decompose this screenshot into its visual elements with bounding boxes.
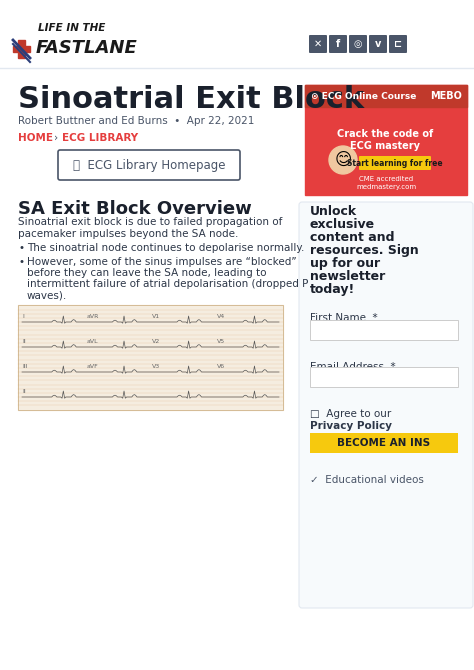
Text: newsletter: newsletter — [310, 270, 385, 283]
FancyBboxPatch shape — [389, 35, 407, 53]
Text: II: II — [22, 339, 26, 344]
Text: aVF: aVF — [87, 364, 99, 369]
Text: II: II — [22, 389, 26, 394]
Text: Privacy Policy: Privacy Policy — [310, 421, 392, 431]
Text: •: • — [18, 257, 24, 267]
Text: □  Agree to our: □ Agree to our — [310, 409, 391, 419]
Text: The sinoatrial node continues to depolarise normally.: The sinoatrial node continues to depolar… — [27, 243, 304, 253]
Text: ⊙ ECG Online Course: ⊙ ECG Online Course — [311, 92, 416, 100]
Text: Sinoatrial Exit Block: Sinoatrial Exit Block — [18, 85, 364, 114]
Text: ✓  Educational videos: ✓ Educational videos — [310, 475, 424, 485]
Bar — [305, 85, 467, 195]
Text: v: v — [375, 39, 381, 49]
Bar — [310, 320, 458, 340]
Text: ECG LIBRARY: ECG LIBRARY — [62, 133, 138, 143]
Text: V2: V2 — [152, 339, 160, 344]
Text: Start learning for free: Start learning for free — [347, 159, 443, 168]
Text: LIFE IN THE: LIFE IN THE — [38, 23, 105, 33]
Text: 😊: 😊 — [334, 151, 352, 169]
FancyBboxPatch shape — [58, 150, 240, 180]
Text: III: III — [22, 364, 27, 369]
Text: Robert Buttner and Ed Burns  •  Apr 22, 2021: Robert Buttner and Ed Burns • Apr 22, 20… — [18, 116, 255, 126]
FancyBboxPatch shape — [309, 35, 327, 53]
Bar — [13, 46, 30, 52]
Text: ◎: ◎ — [354, 39, 362, 49]
Text: •: • — [18, 243, 24, 253]
Bar — [0, 0, 474, 68]
Bar — [305, 85, 467, 107]
Text: Unlock: Unlock — [310, 205, 357, 218]
Text: V1: V1 — [152, 314, 160, 319]
Bar — [310, 433, 458, 453]
Text: f: f — [336, 39, 340, 49]
Text: resources. Sign: resources. Sign — [310, 244, 419, 257]
Text: SA Exit Block Overview: SA Exit Block Overview — [18, 200, 252, 218]
FancyBboxPatch shape — [369, 35, 387, 53]
Text: waves).: waves). — [27, 290, 67, 300]
Text: V6: V6 — [217, 364, 225, 369]
Text: ✕: ✕ — [314, 39, 322, 49]
Text: pacemaker impulses beyond the SA node.: pacemaker impulses beyond the SA node. — [18, 229, 238, 239]
Text: content and: content and — [310, 231, 394, 244]
Text: ⊏: ⊏ — [394, 39, 402, 49]
Text: aVL: aVL — [87, 339, 99, 344]
Text: Email Address  *: Email Address * — [310, 362, 396, 372]
FancyBboxPatch shape — [329, 35, 347, 53]
Bar — [310, 367, 458, 387]
Text: V5: V5 — [217, 339, 225, 344]
Text: HOME: HOME — [18, 133, 53, 143]
Text: However, some of the sinus impulses are “blocked”: However, some of the sinus impulses are … — [27, 257, 297, 267]
Bar — [18, 40, 25, 58]
Text: BECOME AN INS: BECOME AN INS — [337, 438, 430, 448]
Text: up for our: up for our — [310, 257, 380, 270]
Text: Ⓒ  ECG Library Homepage: Ⓒ ECG Library Homepage — [73, 159, 225, 172]
Text: Crack the code of
ECG mastery: Crack the code of ECG mastery — [337, 129, 433, 151]
Text: today!: today! — [310, 283, 355, 296]
Text: V4: V4 — [217, 314, 225, 319]
Text: intermittent failure of atrial depolarisation (dropped P: intermittent failure of atrial depolaris… — [27, 279, 309, 289]
FancyBboxPatch shape — [299, 202, 473, 608]
Text: First Name  *: First Name * — [310, 313, 378, 323]
Text: before they can leave the SA node, leading to: before they can leave the SA node, leadi… — [27, 268, 266, 278]
Text: ›: › — [54, 133, 58, 143]
Text: MEBO: MEBO — [430, 91, 462, 101]
Text: aVR: aVR — [87, 314, 100, 319]
Text: I: I — [22, 314, 24, 319]
FancyBboxPatch shape — [359, 156, 431, 170]
Text: V3: V3 — [152, 364, 160, 369]
Circle shape — [329, 146, 357, 174]
Text: Sinoatrial exit block is due to failed propagation of: Sinoatrial exit block is due to failed p… — [18, 217, 283, 227]
Bar — [18, 305, 283, 410]
FancyBboxPatch shape — [349, 35, 367, 53]
Text: exclusive: exclusive — [310, 218, 375, 231]
Text: CME accredited
medmastery.com: CME accredited medmastery.com — [356, 176, 416, 190]
Text: FASTLANE: FASTLANE — [36, 39, 138, 57]
